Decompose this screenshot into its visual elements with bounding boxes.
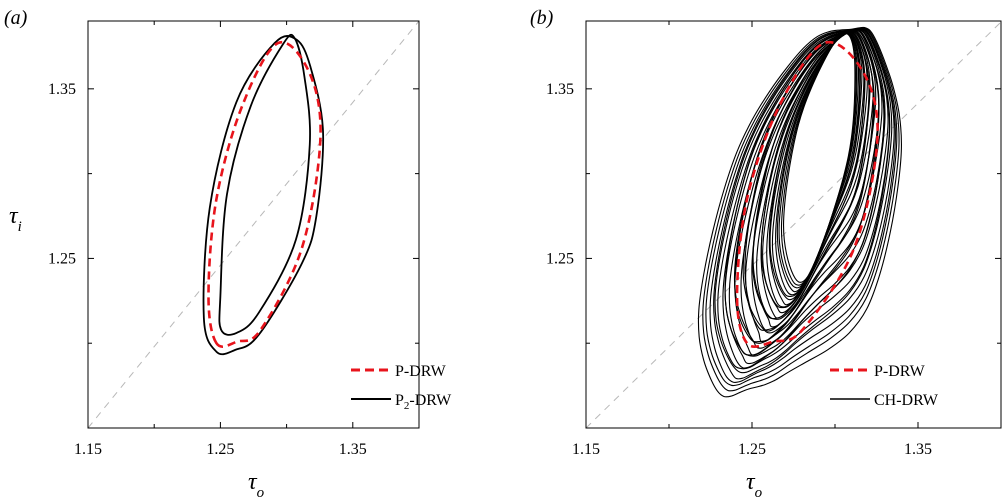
x-tick-label: 1.15	[572, 441, 600, 458]
ch-drw-loop	[752, 31, 871, 320]
ch-drw-loop	[742, 30, 877, 334]
ch-drw-loop	[717, 28, 891, 370]
p-drw-curve	[735, 40, 879, 348]
legend-b-label-p-drw: P-DRW	[874, 363, 926, 380]
panel-a-legend: P-DRW P2-DRW	[351, 363, 452, 412]
ch-drw-loop	[705, 27, 898, 387]
legend-a-label-p2-drw: P2-DRW	[395, 392, 452, 412]
p-drw-curve	[207, 40, 322, 348]
panel-a-diagonal	[87, 20, 420, 429]
y-tick-label: 1.35	[48, 81, 76, 98]
panel-a-label: (a)	[4, 7, 28, 29]
ch-drw-loop	[724, 29, 886, 357]
panel-a: (a) 1.15 1.25 1.35 1.25 1.35 τi τo P-DRW P2-…	[4, 7, 452, 500]
ch-drw-loop	[709, 27, 896, 384]
ch-drw-loop	[762, 31, 866, 309]
legend-a-label-p-drw: P-DRW	[395, 363, 447, 380]
panel-b-curves	[697, 26, 902, 398]
p2-drw-outer-curve	[202, 35, 325, 356]
x-tick-label: 1.25	[738, 441, 766, 458]
panel-b-ticks: 1.15 1.25 1.35 1.25 1.35	[546, 21, 1001, 458]
panel-b: (b) 1.15 1.25 1.35 1.25 1.35 τo P-DRW CH-DRW	[530, 7, 1002, 500]
x-tick-label: 1.35	[339, 441, 367, 458]
panel-b-label: (b)	[530, 7, 554, 29]
panel-b-x-axis-label: τo	[746, 469, 763, 500]
y-tick-label: 1.25	[546, 250, 574, 267]
legend-b-label-ch-drw: CH-DRW	[874, 392, 939, 409]
ch-drw-loop	[734, 29, 880, 343]
panel-a-y-axis-label: τi	[9, 203, 22, 235]
p2-drw-inner-curve	[218, 33, 311, 336]
ch-drw-loop	[782, 32, 856, 283]
ch-drw-loop	[724, 28, 889, 365]
panel-a-curves	[202, 33, 325, 356]
ch-drw-loop	[745, 30, 875, 331]
ch-drw-loop	[702, 27, 900, 392]
x-tick-label: 1.15	[74, 441, 102, 458]
x-tick-label: 1.35	[904, 441, 932, 458]
x-tick-label: 1.25	[206, 441, 234, 458]
y-tick-label: 1.25	[48, 250, 76, 267]
ch-drw-loop	[714, 28, 893, 374]
panel-b-legend: P-DRW CH-DRW	[830, 363, 939, 409]
ch-drw-loop	[697, 26, 902, 398]
panel-b-diagonal	[585, 20, 1002, 429]
panel-b-axes-box	[585, 20, 1002, 429]
y-tick-label: 1.35	[546, 81, 574, 98]
panel-a-axes-box	[87, 20, 420, 429]
panel-a-ticks: 1.15 1.25 1.35 1.25 1.35	[48, 21, 419, 458]
panel-a-x-axis-label: τo	[248, 469, 265, 500]
